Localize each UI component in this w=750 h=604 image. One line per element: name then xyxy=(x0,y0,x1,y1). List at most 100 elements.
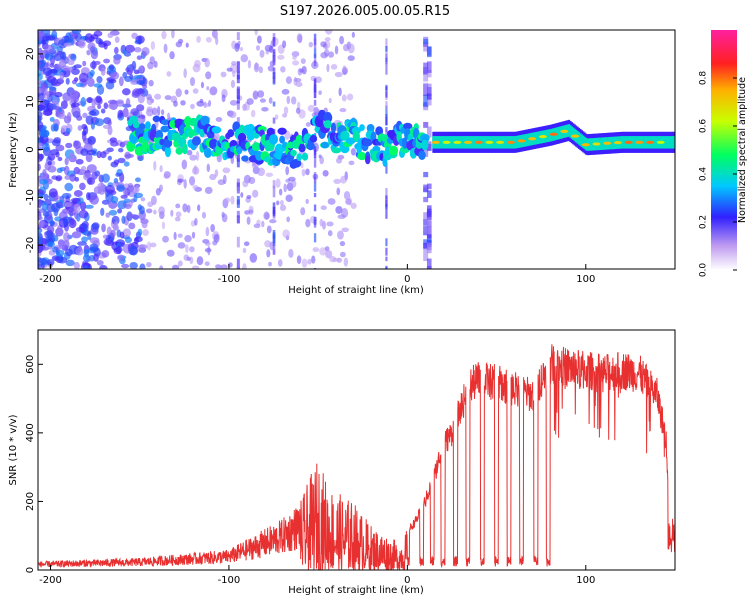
ridge-blob xyxy=(309,134,318,143)
noise-speckle xyxy=(118,147,124,153)
noise-speckle xyxy=(276,200,280,206)
noise-speckle xyxy=(158,206,165,215)
vertical-streak xyxy=(236,236,240,248)
noise-speckle xyxy=(44,52,54,61)
ridge-blob xyxy=(330,122,337,134)
noise-speckle xyxy=(210,224,216,233)
noise-speckle xyxy=(124,44,135,53)
noise-speckle xyxy=(38,79,43,85)
noise-speckle xyxy=(78,72,89,83)
noise-speckle xyxy=(301,258,308,268)
noise-speckle xyxy=(110,229,116,238)
noise-speckle xyxy=(107,119,112,127)
noise-speckle xyxy=(38,263,42,269)
noise-speckle xyxy=(71,231,82,239)
noise-speckle xyxy=(64,175,71,180)
noise-speckle xyxy=(341,94,347,102)
noise-speckle xyxy=(124,237,133,244)
noise-speckle xyxy=(134,185,140,193)
vertical-streak xyxy=(385,105,388,116)
noise-speckle xyxy=(343,190,351,200)
noise-speckle xyxy=(200,81,205,89)
vertical-streak xyxy=(385,204,388,209)
noise-speckle xyxy=(107,155,112,161)
spectrogram-x-label: Height of straight line (km) xyxy=(288,285,424,296)
noise-speckle xyxy=(88,110,97,116)
vertical-streak xyxy=(236,210,240,218)
noise-speckle xyxy=(64,157,69,166)
vertical-streak xyxy=(313,156,317,168)
noise-speckle xyxy=(181,159,188,170)
noise-speckle xyxy=(108,209,118,216)
noise-speckle xyxy=(138,65,144,73)
ridge-band-inner xyxy=(556,127,559,140)
ridge-blob xyxy=(175,147,184,155)
noise-speckle xyxy=(139,263,146,269)
noise-speckle xyxy=(174,216,181,222)
vertical-streak xyxy=(313,146,317,158)
ridge-band-inner xyxy=(482,136,485,149)
ridge-band-inner xyxy=(577,132,581,145)
noise-speckle xyxy=(119,172,125,183)
noise-speckle xyxy=(206,163,211,173)
ridge-core xyxy=(603,141,612,145)
y-tick-label: 600 xyxy=(25,355,36,374)
noise-speckle xyxy=(49,220,56,226)
noise-speckle xyxy=(78,209,89,219)
vertical-streak xyxy=(236,199,240,208)
noise-speckle xyxy=(340,175,347,184)
ridge-band-inner xyxy=(557,126,561,140)
ridge-core xyxy=(464,140,473,144)
ridge-blob xyxy=(365,155,371,165)
ridge-band-inner xyxy=(673,136,675,149)
noise-speckle xyxy=(149,56,155,65)
vertical-streak xyxy=(423,62,429,75)
vertical-streak xyxy=(426,234,432,239)
noise-speckle xyxy=(254,30,259,36)
noise-speckle xyxy=(107,99,118,105)
noise-speckle xyxy=(327,198,336,205)
vertical-streak xyxy=(272,56,276,65)
noise-speckle xyxy=(192,265,200,269)
noise-speckle xyxy=(146,106,153,113)
ridge-blob xyxy=(160,125,170,133)
noise-speckle xyxy=(42,211,50,217)
ridge-core xyxy=(517,139,526,143)
snr-panel: -200 -100 0 100 0 200 400 600 Height of straig… xyxy=(8,329,676,596)
noise-speckle xyxy=(339,35,345,45)
vertical-streak xyxy=(313,53,317,64)
vertical-streak xyxy=(426,215,432,227)
vertical-streak xyxy=(423,249,429,262)
x-tick-label: -200 xyxy=(39,575,62,586)
noise-speckle xyxy=(180,100,186,106)
noise-speckle xyxy=(63,239,70,250)
vertical-streak xyxy=(385,247,388,256)
noise-speckle xyxy=(124,204,132,210)
noise-speckle xyxy=(296,255,302,265)
noise-speckle xyxy=(133,192,144,199)
noise-speckle xyxy=(38,236,43,245)
noise-speckle xyxy=(339,240,346,247)
noise-speckle xyxy=(173,100,178,107)
ridge-core xyxy=(624,140,633,144)
noise-speckle xyxy=(69,173,77,182)
vertical-streak xyxy=(272,37,276,47)
noise-speckle xyxy=(248,176,256,185)
noise-speckle xyxy=(73,77,79,82)
noise-speckle xyxy=(53,106,62,111)
noise-speckle xyxy=(189,154,197,161)
noise-speckle xyxy=(127,184,135,193)
ridge-blob xyxy=(173,139,180,148)
noise-speckle xyxy=(66,111,72,122)
ridge-band-inner xyxy=(583,136,586,150)
noise-speckle xyxy=(57,256,68,264)
ridge-core xyxy=(613,140,622,145)
noise-speckle xyxy=(240,54,249,63)
noise-speckle xyxy=(43,67,53,76)
noise-speckle xyxy=(122,88,131,96)
vertical-streak xyxy=(272,244,276,256)
figure-title: S197.2026.005.00.05.R15 xyxy=(280,4,450,19)
noise-speckle xyxy=(138,117,143,124)
vertical-streak xyxy=(423,121,429,128)
noise-speckle xyxy=(347,55,355,62)
